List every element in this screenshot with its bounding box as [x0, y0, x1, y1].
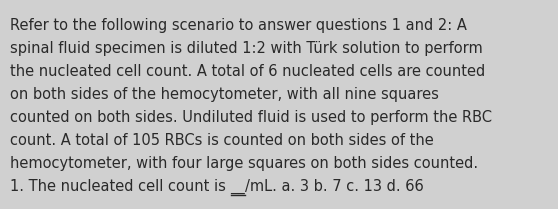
Text: __: __ [230, 179, 246, 194]
Text: 1. The nucleated cell count is: 1. The nucleated cell count is [10, 179, 230, 194]
Text: hemocytometer, with four large squares on both sides counted.: hemocytometer, with four large squares o… [10, 156, 478, 171]
Text: counted on both sides. Undiluted fluid is used to perform the RBC: counted on both sides. Undiluted fluid i… [10, 110, 492, 125]
Text: count. A total of 105 RBCs is counted on both sides of the: count. A total of 105 RBCs is counted on… [10, 133, 434, 148]
Text: on both sides of the hemocytometer, with all nine squares: on both sides of the hemocytometer, with… [10, 87, 439, 102]
Text: the nucleated cell count. A total of 6 nucleated cells are counted: the nucleated cell count. A total of 6 n… [10, 64, 485, 79]
Text: spinal fluid specimen is diluted 1:2 with Türk solution to perform: spinal fluid specimen is diluted 1:2 wit… [10, 41, 483, 56]
Text: Refer to the following scenario to answer questions 1 and 2: A: Refer to the following scenario to answe… [10, 18, 467, 33]
Text: /mL. a. 3 b. 7 c. 13 d. 66: /mL. a. 3 b. 7 c. 13 d. 66 [246, 179, 424, 194]
